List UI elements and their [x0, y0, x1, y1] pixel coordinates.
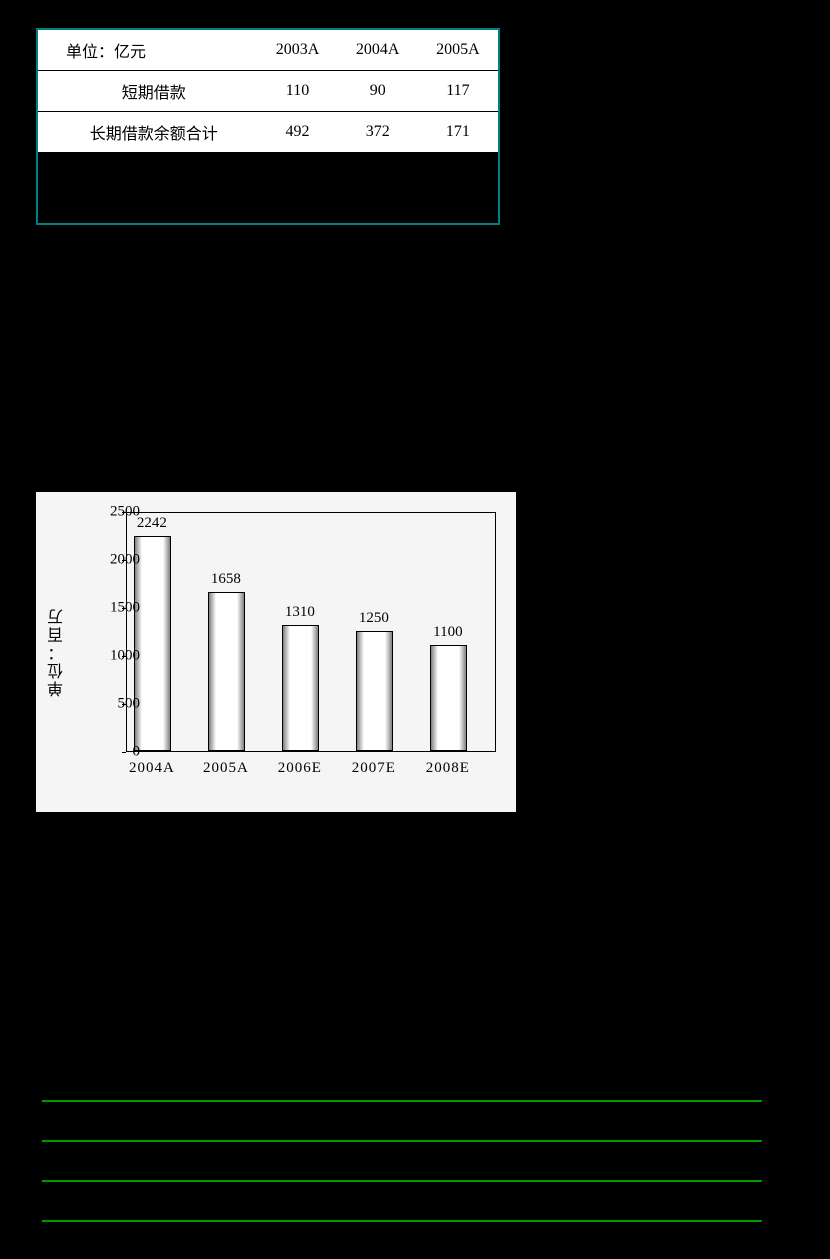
chart-bar-value: 2242 — [137, 515, 167, 532]
loan-table-container: 单位：亿元 2003A 2004A 2005A 短期借款 110 90 117 … — [36, 28, 500, 225]
chart-y-axis-label: 单位：百万 — [46, 607, 70, 697]
chart-xtick: 2005A — [203, 760, 249, 777]
chart-ytick: 0 — [133, 744, 141, 761]
table-unit-header: 单位：亿元 — [38, 30, 257, 71]
chart-bar — [282, 625, 319, 751]
chart-xtick: 2008E — [426, 760, 470, 777]
horizontal-rule — [42, 1180, 762, 1182]
horizontal-rule — [42, 1220, 762, 1222]
cell-0-1: 90 — [338, 71, 418, 112]
table-col-1: 2004A — [338, 30, 418, 71]
table-row: 短期借款 110 90 117 — [38, 71, 498, 112]
horizontal-rule — [42, 1100, 762, 1102]
chart-bar-value: 1250 — [359, 610, 389, 627]
table-col-0: 2003A — [257, 30, 337, 71]
chart-xtick: 2007E — [352, 760, 396, 777]
cell-0-2: 117 — [418, 71, 498, 112]
row-label-1: 长期借款余额合计 — [38, 112, 257, 153]
cell-1-2: 171 — [418, 112, 498, 153]
row-label-0: 短期借款 — [38, 71, 257, 112]
loan-data-table: 单位：亿元 2003A 2004A 2005A 短期借款 110 90 117 … — [38, 30, 498, 153]
bar-chart-panel: 单位：百万 0500100015002000250022422004A16582… — [36, 492, 516, 812]
chart-ytick: 500 — [118, 696, 141, 713]
loan-table-inner: 单位：亿元 2003A 2004A 2005A 短期借款 110 90 117 … — [38, 30, 498, 223]
table-row: 长期借款余额合计 492 372 171 — [38, 112, 498, 153]
cell-1-0: 492 — [257, 112, 337, 153]
cell-0-0: 110 — [257, 71, 337, 112]
chart-bar-value: 1658 — [211, 571, 241, 588]
chart-bar-value: 1100 — [433, 624, 462, 641]
chart-bar-value: 1310 — [285, 604, 315, 621]
table-col-2: 2005A — [418, 30, 498, 71]
chart-bar — [356, 631, 393, 751]
chart-xtick: 2006E — [278, 760, 322, 777]
chart-xtick: 2004A — [129, 760, 175, 777]
table-footer-blackspace — [38, 153, 498, 223]
chart-bar — [208, 592, 245, 751]
horizontal-rule — [42, 1140, 762, 1142]
cell-1-1: 372 — [338, 112, 418, 153]
chart-bar — [430, 645, 467, 751]
